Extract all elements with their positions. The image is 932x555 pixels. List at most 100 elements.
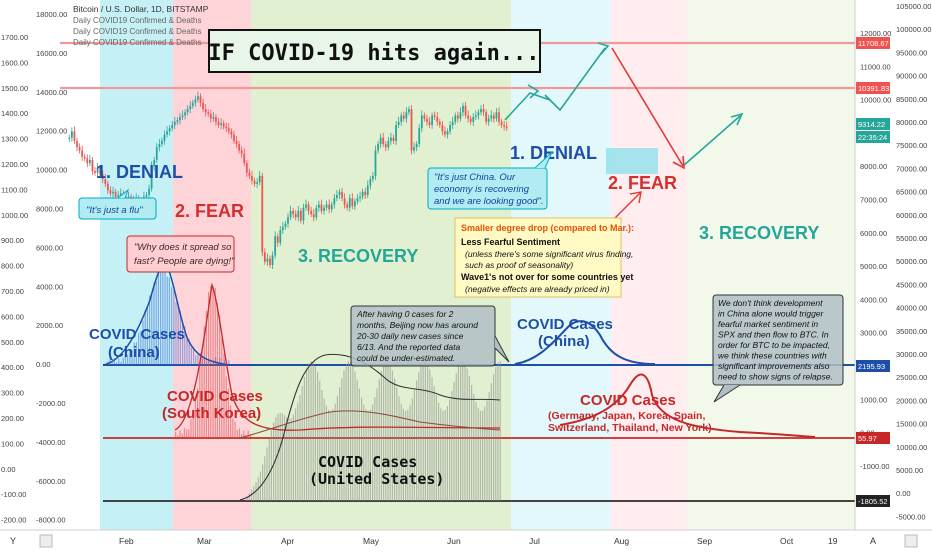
axis-corner-left[interactable]: Y [10,536,16,546]
us-case-bar [383,364,385,501]
korea-case-bar [175,431,177,438]
korea-case-bar [216,303,218,438]
left-axis-1[interactable]: 1700.00 1600.00 1500.00 1400.00 1300.00 1200.… [1,33,28,525]
china-case-bar [230,364,232,365]
candle-body [294,214,297,218]
legend-line: Daily COVID19 Confirmed & Deaths [73,16,202,25]
china-case-bar [124,352,126,365]
fear-target-zone[interactable] [606,148,658,174]
legend-line: Daily COVID19 Confirmed & Deaths [73,38,202,47]
us-case-bar [251,489,253,501]
price-tag-bg [856,37,890,49]
candle-body [395,125,397,141]
left-axis-2[interactable]: 18000.00 16000.00 14000.00 12000.00 10000.00… [36,10,67,525]
price-tag-label: 9314.22 [858,120,885,129]
korea-case-bar [197,388,199,438]
us-case-bar [460,362,462,501]
recovery-band-2 [687,0,855,530]
candle-body [315,207,318,218]
us-case-bar [499,361,501,501]
china-case-bar [184,326,186,365]
candle-body [451,121,454,125]
price-tag-bg [856,360,890,372]
callout-flu[interactable]: "It's just a flu" [78,188,157,220]
us-case-bar [281,413,283,501]
info-box[interactable]: Smaller degree drop (compared to Mar.): … [454,217,634,298]
candle-body [366,185,369,195]
candle-body [199,96,202,103]
time-axis-label: Jul [529,536,540,546]
us-case-bar [330,410,332,501]
right-axis-2-tick: 0.00 [896,489,911,498]
price-tag-label: 11708.67 [858,39,889,48]
candle-body [433,115,436,118]
candle-body [472,117,475,122]
right-axis-2-tick: 90000.00 [896,72,927,81]
left-axis-1-tick: 400.00 [1,363,24,372]
callout-spread[interactable]: "Why does it spread so fast? People are … [126,235,235,273]
right-axis-2-tick: 100000.00 [896,25,931,34]
us-case-bar [341,378,343,501]
korea-case-bar [227,388,229,438]
right-axis-2-tick: 75000.00 [896,141,927,150]
left-axis-1-tick: 800.00 [1,262,24,271]
candle-body [112,191,114,194]
callout-flu-text: "It's just a flu" [86,205,143,216]
candle-body [400,115,403,122]
korea-case-bar [181,433,183,438]
china-case-bar [129,348,131,365]
time-axis-label: May [363,536,380,546]
us-case-bar [308,363,310,501]
korea-case-bar [223,353,225,438]
us-case-bar [266,447,268,501]
candle-body [441,125,444,132]
candle-body [364,191,367,195]
china-case-bar [127,354,129,365]
china-case-bar [168,277,170,365]
korea-case-bar [236,429,238,438]
candle-body [161,140,163,145]
candle-body [413,147,415,151]
candle-body [104,179,107,184]
candle-body [317,204,320,208]
legend-line: Bitcoin / U.S. Dollar, 1D, BITSTAMP [73,4,209,14]
settings-icon[interactable] [39,534,53,548]
callout-spread-line-2: fast? People are dying!" [134,256,235,267]
candle-body [495,112,498,119]
candle-body [330,204,333,210]
price-tags: 11708.67 10391.83 9314.22 22:35:24 2195.93 55… [856,37,890,507]
time-axis[interactable]: Feb Mar Apr May Jun Jul Aug Sep Oct 19 [119,536,838,546]
candle-body [181,115,184,118]
candle-body [179,117,181,121]
us-case-bar [284,415,286,501]
candle-body [503,125,506,127]
time-axis-label: Aug [614,536,629,546]
gear-icon[interactable] [904,534,918,548]
candle-body [279,230,282,243]
korea-case-bar [188,429,190,438]
korea-case-bar [177,435,179,438]
us-case-bar [455,373,457,501]
callout-china[interactable]: "It's just China. Our economy is recover… [427,151,553,210]
fear-band-2 [611,0,687,530]
candle-body [81,150,84,157]
candle-body [390,137,392,141]
candle-body [469,118,472,122]
korea-case-bar [199,366,201,438]
us-case-bar [246,497,248,501]
candle-body [76,140,78,148]
us-case-bar [277,413,279,501]
us-case-bar [418,372,420,501]
axis-corner-right[interactable]: A [870,536,876,546]
korea-case-bar [210,286,212,438]
right-axis-2[interactable]: 105000.00 100000.00 95000.00 90000.00 85000.… [896,2,931,521]
korea-case-bar [230,405,232,438]
us-case-bar [303,377,305,501]
candle-body [372,175,374,180]
china-case-bar [146,306,148,365]
phase-label-denial-2: 1. DENIAL [510,143,597,163]
